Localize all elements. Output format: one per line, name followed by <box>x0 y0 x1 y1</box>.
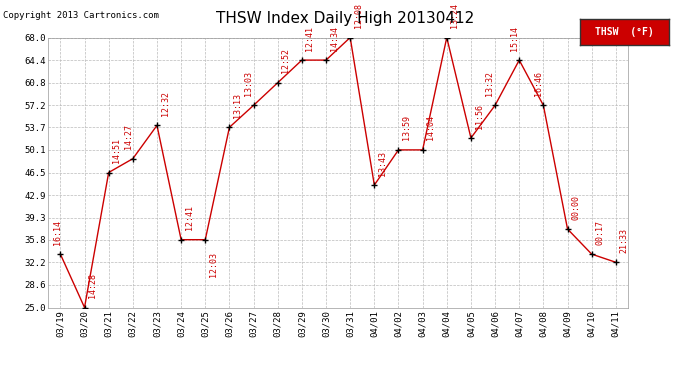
Text: 21:33: 21:33 <box>620 228 629 253</box>
Text: 00:00: 00:00 <box>571 195 580 220</box>
Text: 16:14: 16:14 <box>53 220 62 245</box>
Text: 12:41: 12:41 <box>306 26 315 51</box>
Text: 13:03: 13:03 <box>244 71 253 96</box>
Text: 13:13: 13:13 <box>233 93 242 118</box>
Text: 12:08: 12:08 <box>354 3 363 28</box>
Text: THSW  (°F): THSW (°F) <box>595 27 654 37</box>
Text: 12:52: 12:52 <box>282 48 290 73</box>
Text: 00:17: 00:17 <box>595 220 604 245</box>
Text: THSW Index Daily High 20130412: THSW Index Daily High 20130412 <box>216 11 474 26</box>
Text: 14:28: 14:28 <box>88 273 97 298</box>
Text: 15:14: 15:14 <box>509 26 519 51</box>
Text: 14:04: 14:04 <box>426 116 435 141</box>
Text: 12:41: 12:41 <box>185 205 194 230</box>
Text: Copyright 2013 Cartronics.com: Copyright 2013 Cartronics.com <box>3 11 159 20</box>
Text: 14:27: 14:27 <box>124 124 133 149</box>
Text: 13:59: 13:59 <box>402 116 411 141</box>
Text: 11:56: 11:56 <box>475 104 484 129</box>
Text: 12:03: 12:03 <box>209 252 218 278</box>
Text: 16:46: 16:46 <box>534 71 543 96</box>
Text: 12:32: 12:32 <box>161 91 170 116</box>
Text: 14:51: 14:51 <box>112 138 121 163</box>
Text: 13:24: 13:24 <box>451 3 460 28</box>
Text: 14:34: 14:34 <box>330 26 339 51</box>
Text: 13:43: 13:43 <box>378 151 387 176</box>
Text: 13:32: 13:32 <box>486 71 495 96</box>
